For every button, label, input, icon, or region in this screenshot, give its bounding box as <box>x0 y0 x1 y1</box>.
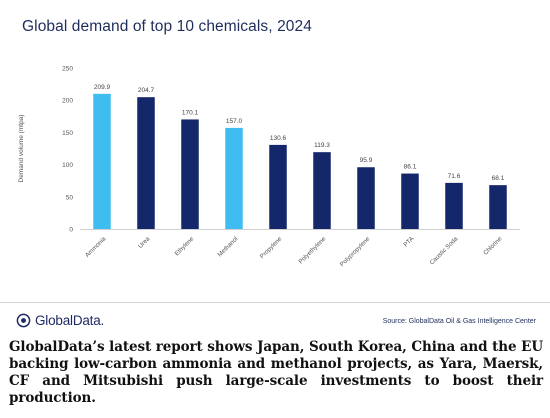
data-label: 68.1 <box>492 175 505 182</box>
logo-text: GlobalData. <box>35 313 105 328</box>
bar <box>93 93 111 229</box>
data-label: 170.1 <box>182 109 199 116</box>
data-label: 130.6 <box>270 135 287 142</box>
x-tick-label: Polypropylene <box>339 235 372 268</box>
y-tick-label: 100 <box>62 162 73 169</box>
y-tick-label: 150 <box>62 130 73 137</box>
bar <box>225 127 243 229</box>
x-tick-label: Urea <box>137 235 152 250</box>
bar <box>137 97 155 229</box>
data-label: 209.9 <box>94 84 111 91</box>
y-axis-title: Demand volume (mtpa) <box>18 115 25 183</box>
x-tick-label: Ethylene <box>173 235 195 257</box>
globaldata-logo: GlobalData. <box>16 313 104 328</box>
y-tick-label: 200 <box>62 98 73 105</box>
data-label: 204.7 <box>138 87 155 94</box>
article-caption: GlobalData’s latest report shows Japan, … <box>9 339 543 406</box>
data-label: 119.3 <box>314 142 330 149</box>
y-tick-label: 50 <box>66 194 74 201</box>
bar <box>445 182 463 229</box>
y-tick-label: 250 <box>62 66 73 73</box>
chart-card: Global demand of top 10 chemicals, 2024 … <box>0 18 550 328</box>
x-tick-label: Propylene <box>259 235 284 260</box>
bar <box>269 144 287 229</box>
globe-icon <box>16 313 31 328</box>
data-label: 71.6 <box>448 173 461 180</box>
x-tick-label: PTA <box>402 235 416 249</box>
chart-title: Global demand of top 10 chemicals, 2024 <box>22 18 312 35</box>
data-label: 86.1 <box>404 164 417 171</box>
footer-divider <box>0 302 550 303</box>
x-tick-label: Chlorine <box>482 235 504 257</box>
source-note: Source: GlobalData Oil & Gas Intelligenc… <box>382 318 536 325</box>
x-tick-label: Ammonia <box>84 235 108 259</box>
bar-chart: 0 50 100 150 200 250 Demand volume (mtpa) 209.9… <box>18 66 520 268</box>
x-tick-label: Polyethylene <box>297 235 327 265</box>
data-label: 157.0 <box>226 118 243 125</box>
bar <box>181 119 199 229</box>
bar <box>357 167 375 229</box>
x-tick-label: Methanol <box>216 235 239 258</box>
data-label: 95.9 <box>360 157 373 164</box>
x-tick-label: Caustic Soda <box>428 235 459 266</box>
bar <box>489 185 507 229</box>
bar <box>401 173 419 229</box>
y-tick-label: 0 <box>69 227 73 234</box>
bar <box>313 152 331 229</box>
